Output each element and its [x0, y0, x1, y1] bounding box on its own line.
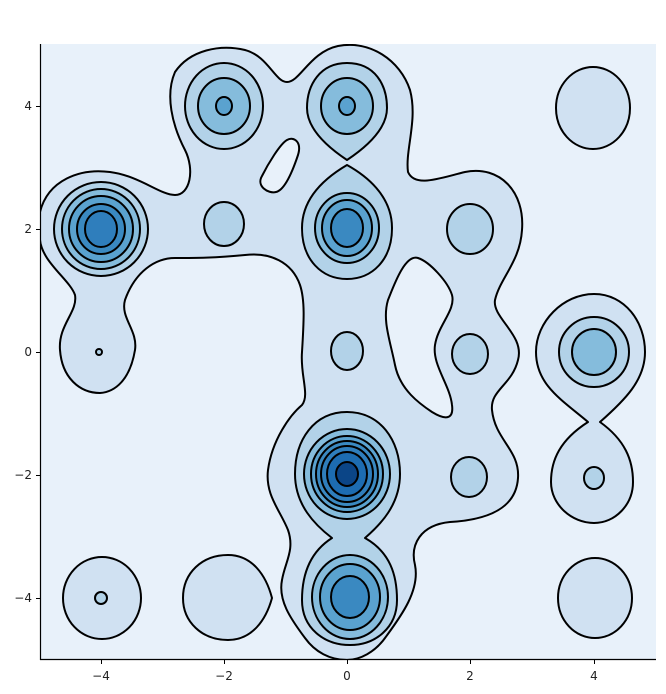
contour-island-4-neg4 — [557, 557, 633, 639]
y-tick-label: 4 — [24, 99, 32, 113]
contour-hole-right — [384, 256, 454, 419]
y-tick-labels: 4 2 0 −2 −4 — [14, 99, 32, 605]
contour-island-neg2-neg4 — [182, 554, 273, 641]
contour-hole-upper — [259, 137, 300, 194]
x-tick-label: −4 — [92, 669, 110, 683]
y-tick-label: 2 — [24, 222, 32, 236]
x-tick-labels: −4 −2 0 2 4 — [92, 669, 598, 683]
x-tick-label: 2 — [466, 669, 474, 683]
x-tick-label: −2 — [215, 669, 233, 683]
x-tick-label: 4 — [590, 669, 598, 683]
y-tick-label: −4 — [14, 591, 32, 605]
y-tick-label: −2 — [14, 468, 32, 482]
y-tick-label: 0 — [24, 345, 32, 359]
contour-level-1-main — [39, 43, 524, 661]
y-ticks — [36, 106, 40, 599]
contour-level-8 — [335, 461, 359, 487]
x-ticks — [101, 660, 595, 664]
contour-fills — [39, 43, 646, 661]
x-tick-label: 0 — [343, 669, 351, 683]
contour-island-4-4 — [555, 66, 631, 150]
